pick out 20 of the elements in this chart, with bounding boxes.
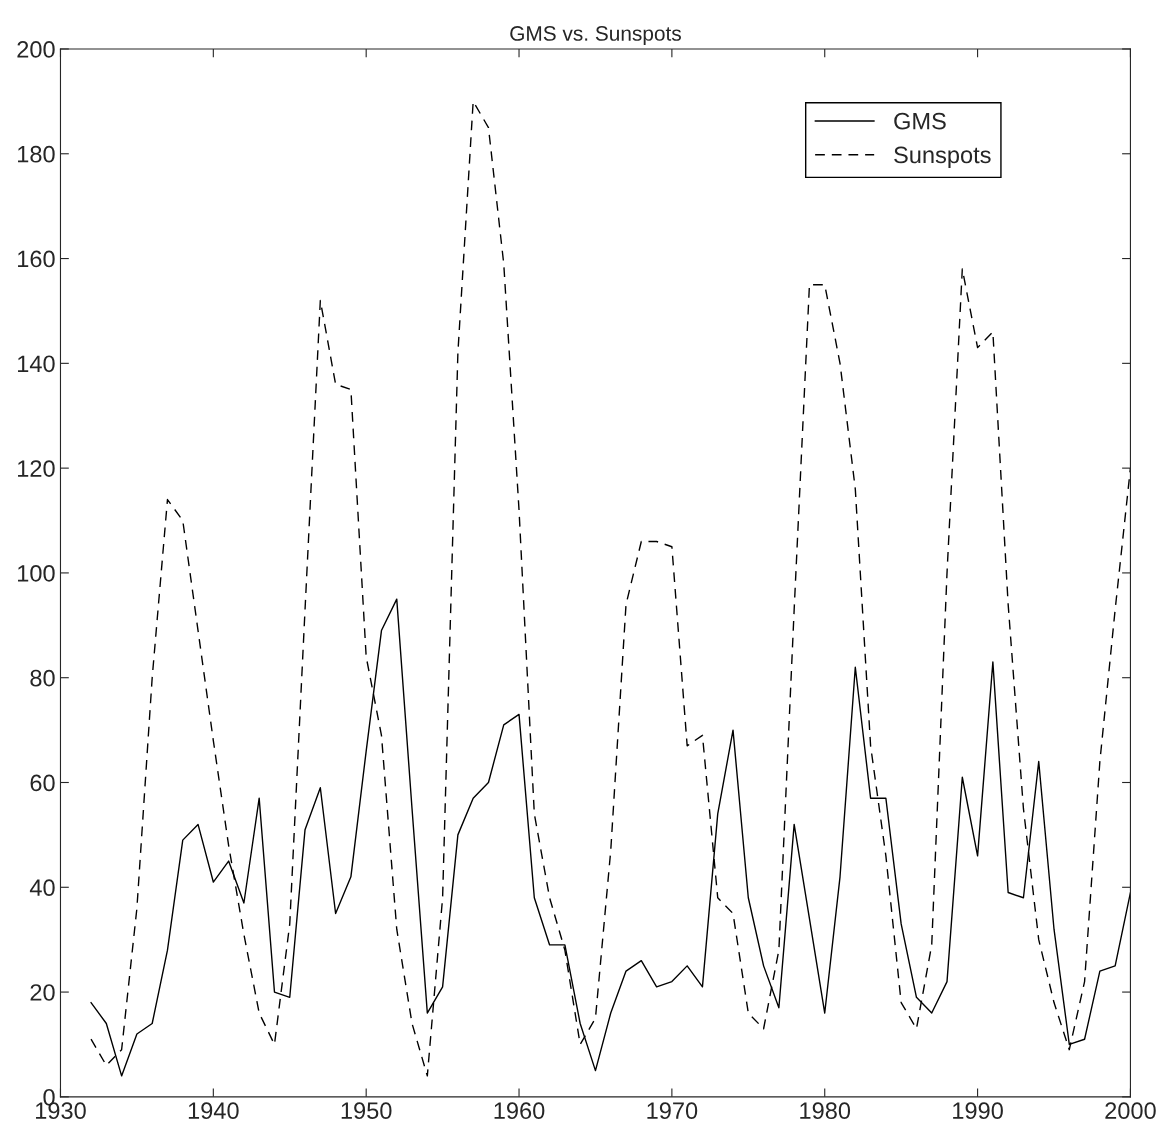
y-tick-label: 180 — [18, 145, 55, 163]
y-tick-label: 20 — [30, 984, 55, 1001]
y-tick-label: 160 — [18, 250, 55, 268]
x-tick-label: 1960 — [494, 1102, 545, 1120]
x-tick-label: 1990 — [953, 1102, 1003, 1120]
y-tick-label: 100 — [18, 564, 55, 582]
chart-title: GMS vs. Sunspots — [510, 26, 681, 45]
y-tick-label: 80 — [30, 669, 55, 687]
x-tick-label: 1980 — [800, 1102, 851, 1120]
legend-label: GMS — [894, 112, 946, 130]
y-tick-label: 40 — [29, 879, 55, 897]
x-tick-label: 1970 — [647, 1102, 698, 1120]
x-tick-label: 1940 — [188, 1102, 239, 1120]
x-tick-label: 1950 — [341, 1102, 392, 1120]
y-tick-label: 200 — [17, 41, 55, 58]
x-tick-label: 2000 — [1105, 1102, 1156, 1120]
legend-label: Sunspots — [894, 146, 991, 168]
y-tick-label: 140 — [18, 355, 55, 373]
y-tick-label: 60 — [30, 774, 55, 792]
y-tick-label: 120 — [18, 460, 55, 477]
